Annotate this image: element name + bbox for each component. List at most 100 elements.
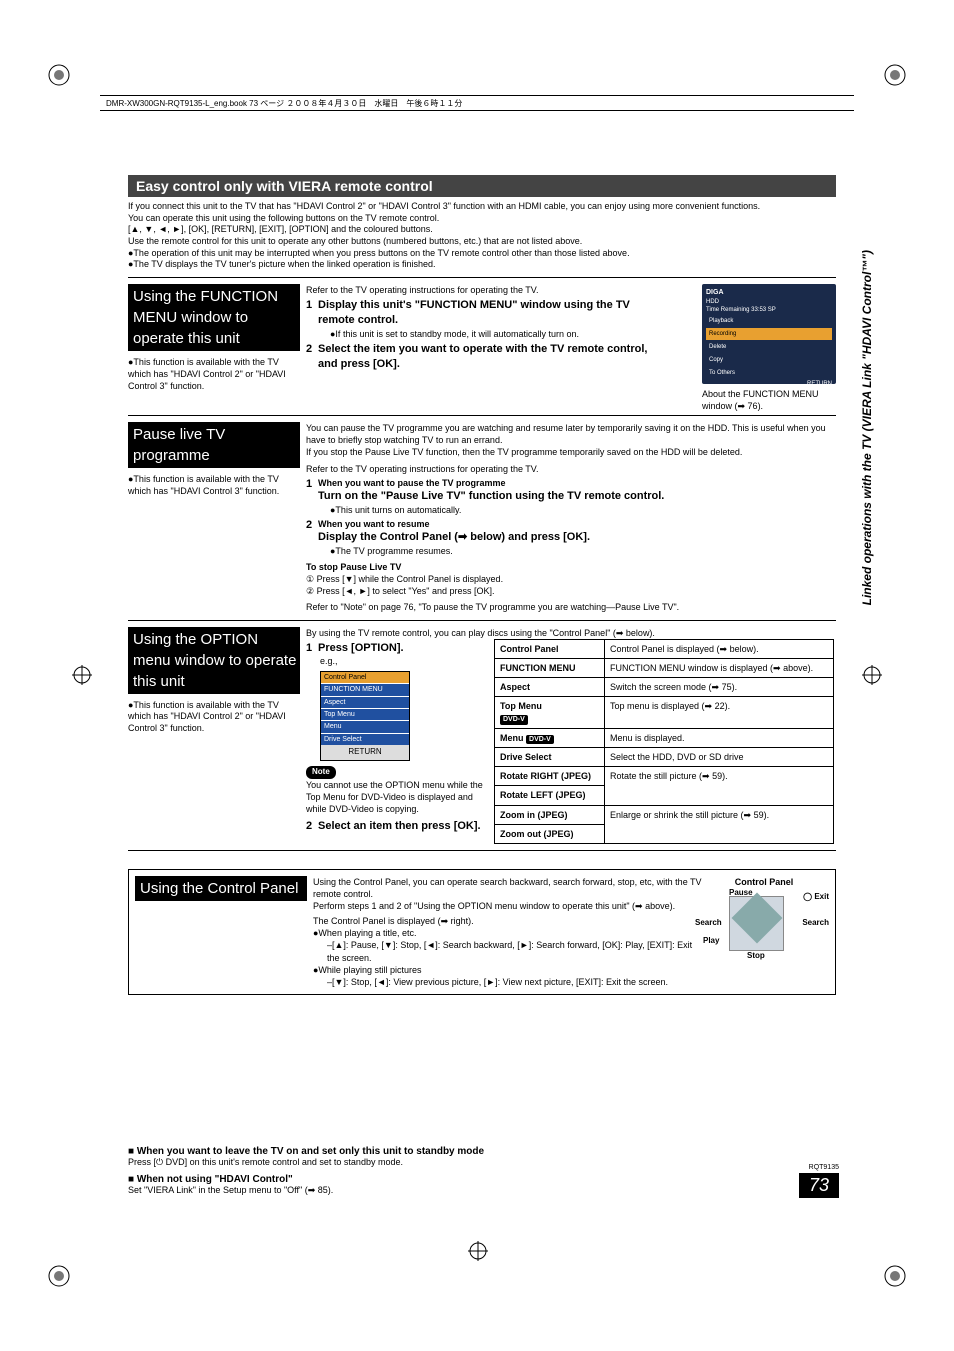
cp-title: Control Panel bbox=[699, 876, 829, 888]
cp-label-stop: Stop bbox=[747, 951, 765, 962]
menu-item: FUNCTION MENU bbox=[321, 683, 409, 695]
table-key: Rotate LEFT (JPEG) bbox=[495, 786, 605, 805]
table-key: Drive Select bbox=[495, 748, 605, 767]
step-title: Select the item you want to operate with… bbox=[318, 343, 647, 370]
intro-line: Use the remote control for this unit to … bbox=[128, 236, 836, 248]
block-title: Pause live TV programme bbox=[131, 426, 227, 464]
table-key: FUNCTION MENU bbox=[495, 658, 605, 677]
table-val: Rotate the still picture (➡ 59). bbox=[605, 767, 834, 805]
document-code: RQT9135 bbox=[799, 1164, 839, 1171]
bullet-sub: –[▲]: Pause, [▼]: Stop, [◄]: Search back… bbox=[327, 939, 703, 963]
table-val: FUNCTION MENU window is displayed (➡ abo… bbox=[605, 658, 834, 677]
block-note: ●This function is available with the TV … bbox=[128, 357, 300, 392]
option-table: Control PanelControl Panel is displayed … bbox=[494, 639, 834, 844]
table-row: Zoom in (JPEG)Enlarge or shrink the stil… bbox=[495, 805, 834, 824]
cp-label-play: Play bbox=[703, 936, 719, 947]
step-title: Display the Control Panel (➡ below) and … bbox=[318, 531, 590, 543]
menu-remaining: Time Remaining 33:53 SP bbox=[706, 306, 832, 314]
step-number: 2 bbox=[306, 819, 318, 834]
table-row: AspectSwitch the screen mode (➡ 75). bbox=[495, 677, 834, 696]
table-val: Menu is displayed. bbox=[605, 728, 834, 747]
option-menu-block: Using the OPTION menu window to operate … bbox=[128, 621, 836, 851]
paragraph: Using the Control Panel, you can operate… bbox=[313, 876, 703, 900]
menu-item: Top Menu bbox=[321, 708, 409, 720]
note-badge: Note bbox=[306, 766, 336, 779]
page-content: Easy control only with VIERA remote cont… bbox=[128, 175, 836, 995]
menu-item: Aspect bbox=[321, 696, 409, 708]
page-number-block: RQT9135 73 bbox=[799, 1164, 839, 1198]
step-when: When you want to resume bbox=[318, 519, 430, 529]
pause-live-tv-block: Pause live TV programme ●This function i… bbox=[128, 416, 836, 620]
paragraph: If you stop the Pause Live TV function, … bbox=[306, 446, 836, 458]
menu-item: Drive Select bbox=[321, 733, 409, 745]
bullet: ●While playing still pictures bbox=[313, 964, 703, 976]
reference-text: Refer to the TV operating instructions f… bbox=[306, 463, 836, 475]
page-footer: ■ When you want to leave the TV on and s… bbox=[128, 1146, 836, 1196]
menu-item: To Others bbox=[706, 367, 832, 379]
step-title: Press [OPTION]. bbox=[318, 641, 404, 656]
block-intro: By using the TV remote control, you can … bbox=[306, 627, 836, 639]
header-text: DMR-XW300GN-RQT9135-L_eng.book 73 ページ ２０… bbox=[106, 98, 462, 109]
table-row: Drive SelectSelect the HDD, DVD or SD dr… bbox=[495, 748, 834, 767]
cp-label-pause: Pause bbox=[729, 888, 753, 899]
cp-label-search: Search bbox=[695, 918, 722, 929]
paragraph: You can pause the TV programme you are w… bbox=[306, 422, 836, 446]
menu-caption: About the FUNCTION MENU window (➡ 76). bbox=[702, 388, 836, 412]
menu-item: Copy bbox=[706, 354, 832, 366]
table-key: Top MenuDVD-V bbox=[495, 697, 605, 729]
stop-step: ① Press [▼] while the Control Panel is d… bbox=[306, 573, 836, 585]
table-key: Aspect bbox=[495, 677, 605, 696]
paragraph: The Control Panel is displayed (➡ right)… bbox=[313, 915, 703, 927]
menu-brand: DIGA bbox=[706, 288, 832, 297]
intro-bullet: ●The TV displays the TV tuner's picture … bbox=[128, 259, 836, 271]
block-note: ●This function is available with the TV … bbox=[128, 474, 300, 497]
table-row: Control PanelControl Panel is displayed … bbox=[495, 639, 834, 658]
intro-text: If you connect this unit to the TV that … bbox=[128, 201, 836, 271]
step-sub: ●The TV programme resumes. bbox=[330, 545, 836, 557]
page-number: 73 bbox=[799, 1173, 839, 1198]
reference-text: Refer to the TV operating instructions f… bbox=[306, 284, 656, 296]
intro-line: [▲, ▼, ◄, ►], [OK], [RETURN], [EXIT], [O… bbox=[128, 224, 836, 236]
step-number: 1 bbox=[306, 477, 318, 516]
block-note: ●This function is available with the TV … bbox=[128, 700, 300, 735]
table-row: Top MenuDVD-VTop menu is displayed (➡ 22… bbox=[495, 697, 834, 729]
menu-item: Playback bbox=[706, 315, 832, 327]
menu-item-selected: Recording bbox=[706, 328, 832, 340]
intro-bullet: ●The operation of this unit may be inter… bbox=[128, 248, 836, 260]
step-sub: ●This unit turns on automatically. bbox=[330, 504, 836, 516]
table-key: Rotate RIGHT (JPEG) bbox=[495, 767, 605, 786]
table-val: Enlarge or shrink the still picture (➡ 5… bbox=[605, 805, 834, 843]
bullet: ●When playing a title, etc. bbox=[313, 927, 703, 939]
footer-heading: ■ When you want to leave the TV on and s… bbox=[128, 1146, 484, 1157]
step-when: When you want to pause the TV programme bbox=[318, 478, 506, 488]
cp-label-search: Search bbox=[802, 918, 829, 929]
table-val: Control Panel is displayed (➡ below). bbox=[605, 639, 834, 658]
menu-hdd: HDD bbox=[706, 298, 832, 306]
option-menu-preview: Control Panel FUNCTION MENU Aspect Top M… bbox=[320, 671, 410, 761]
footer-heading: ■ When not using "HDAVI Control" bbox=[128, 1174, 293, 1185]
side-section-title: Linked operations with the TV (VIERA Lin… bbox=[860, 250, 874, 650]
table-val: Switch the screen mode (➡ 75). bbox=[605, 677, 834, 696]
menu-header: Control Panel bbox=[321, 672, 409, 683]
step-number: 2 bbox=[306, 342, 318, 372]
table-key: Zoom in (JPEG) bbox=[495, 805, 605, 824]
step-title: Select an item then press [OK]. bbox=[318, 819, 481, 834]
section-header: Easy control only with VIERA remote cont… bbox=[128, 175, 836, 197]
control-panel-block: Using the Control Panel Using the Contro… bbox=[128, 869, 836, 995]
control-panel-diagram: Control Panel Pause ◯ Exit Search Search… bbox=[699, 876, 829, 958]
footer-text: Set "VIERA Link" in the Setup menu to "O… bbox=[128, 1185, 836, 1196]
menu-item: Delete bbox=[706, 341, 832, 353]
example-label: e.g., bbox=[320, 655, 486, 667]
dvd-v-badge: DVD-V bbox=[526, 735, 554, 744]
menu-item: Menu bbox=[321, 720, 409, 732]
menu-return: RETURN bbox=[706, 380, 832, 388]
step-number: 2 bbox=[306, 518, 318, 557]
stop-step: ② Press [◄, ►] to select "Yes" and press… bbox=[306, 585, 836, 597]
paragraph: Perform steps 1 and 2 of "Using the OPTI… bbox=[313, 900, 703, 912]
block-title: Using the FUNCTION MENU window to operat… bbox=[131, 288, 280, 347]
table-key: Zoom out (JPEG) bbox=[495, 824, 605, 843]
step-number: 1 bbox=[306, 641, 318, 656]
step-title: Display this unit's "FUNCTION MENU" wind… bbox=[318, 299, 630, 326]
table-row: Rotate RIGHT (JPEG)Rotate the still pict… bbox=[495, 767, 834, 786]
intro-line: You can operate this unit using the foll… bbox=[128, 213, 836, 225]
